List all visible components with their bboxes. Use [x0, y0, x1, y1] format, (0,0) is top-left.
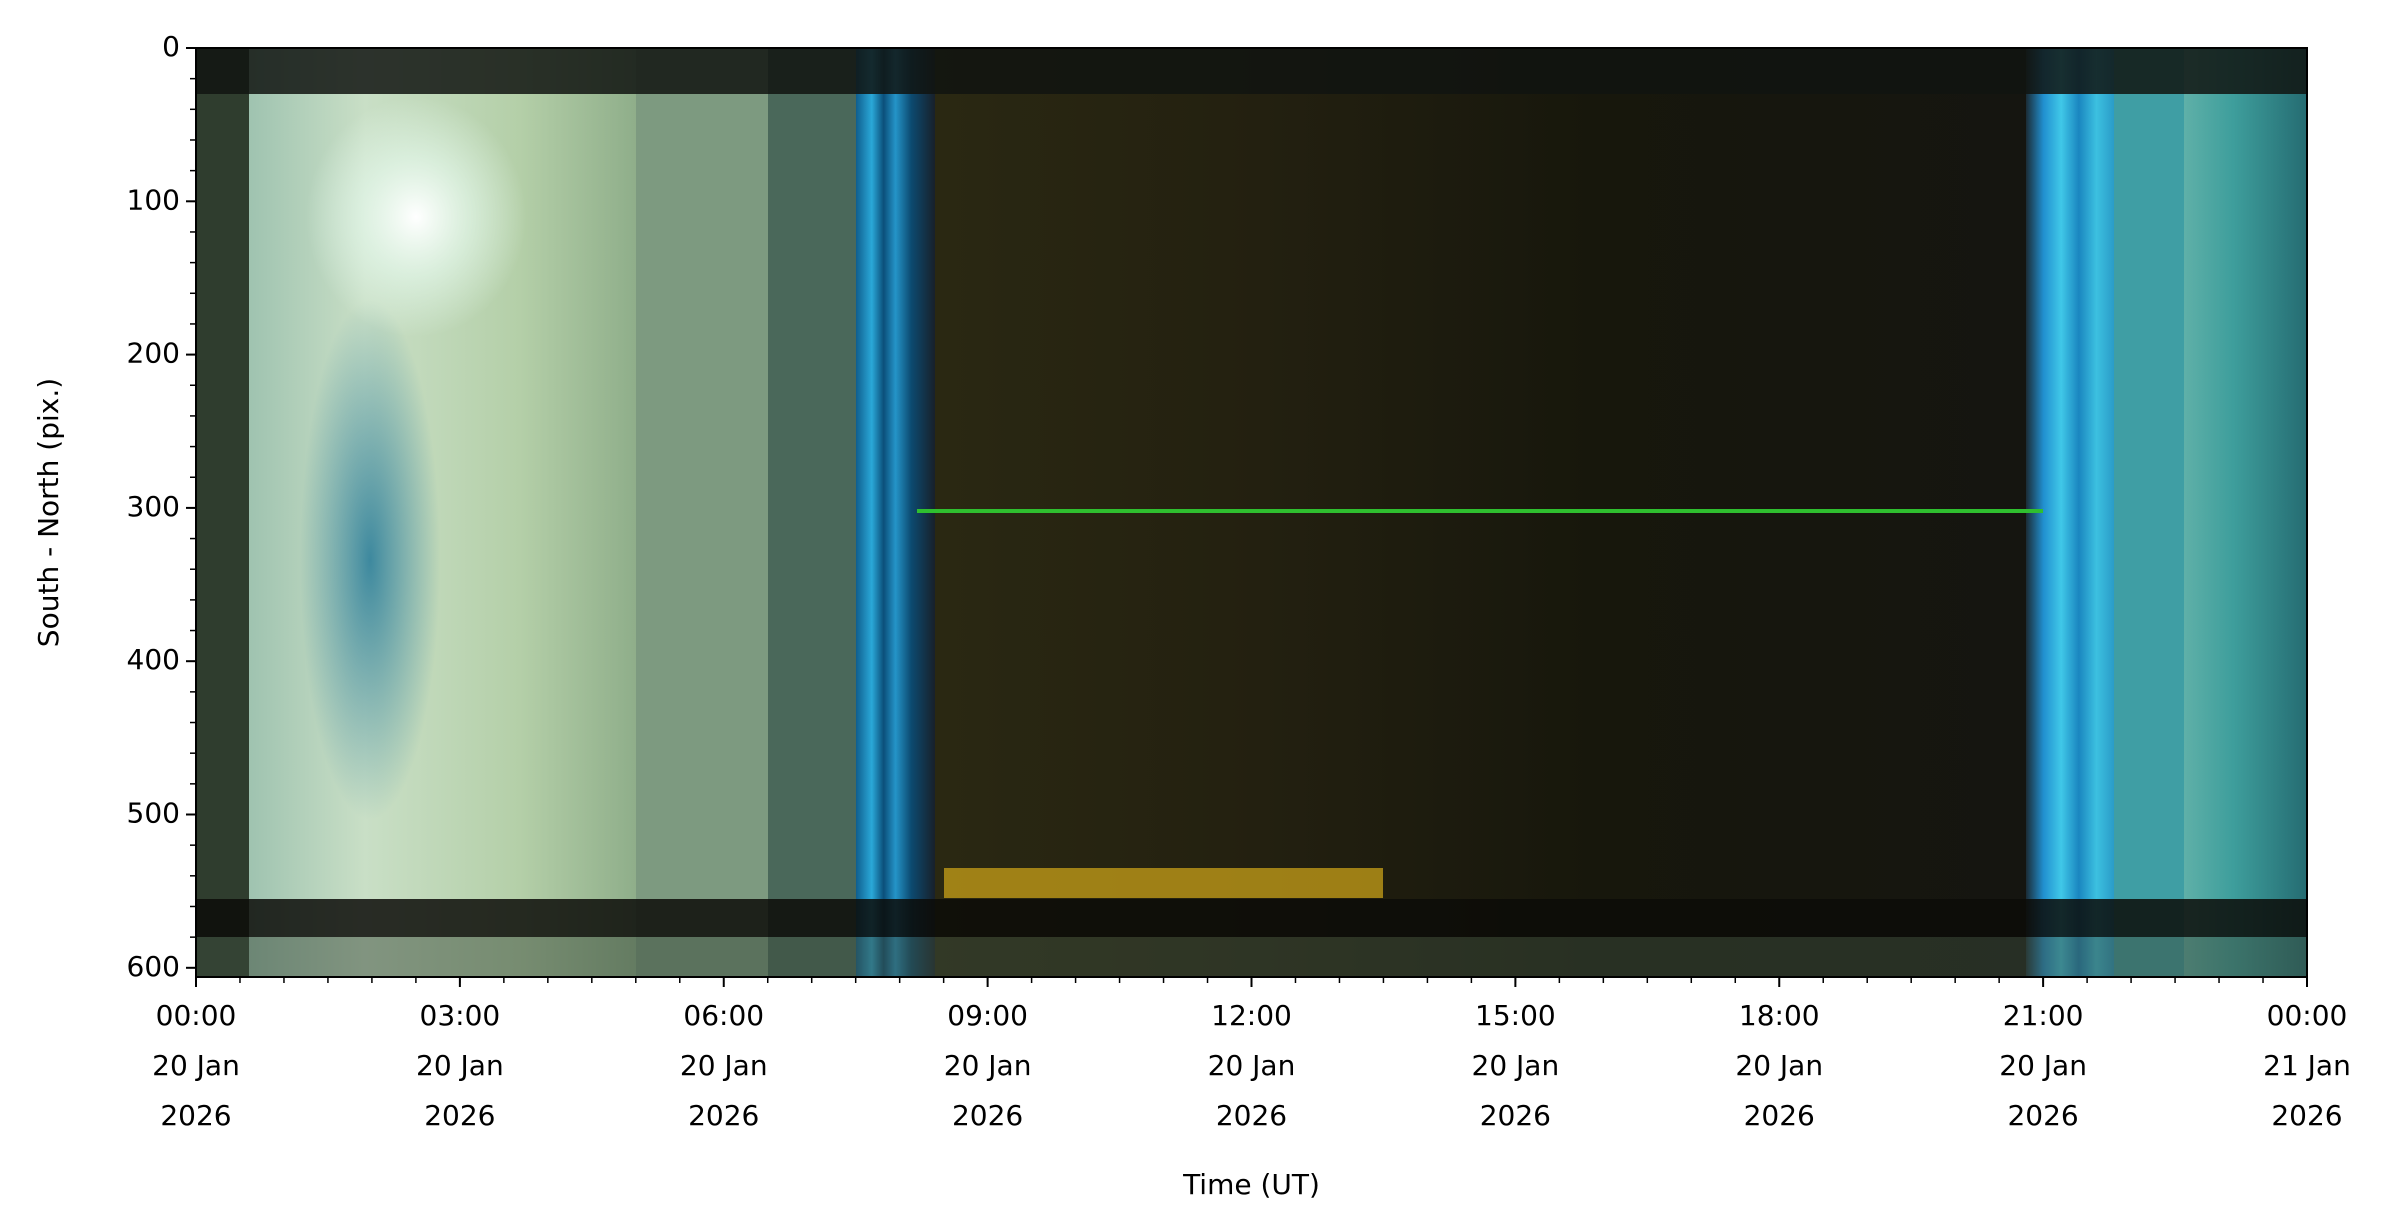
- x-tick-label: 20 Jan: [944, 1049, 1032, 1082]
- x-tick-label: 09:00: [947, 999, 1028, 1032]
- y-tick-label: 500: [127, 797, 180, 830]
- x-tick-label: 20 Jan: [152, 1049, 240, 1082]
- x-tick-label: 20 Jan: [416, 1049, 504, 1082]
- x-tick-label: 00:00: [2267, 999, 2348, 1032]
- y-tick-label: 300: [127, 490, 180, 523]
- x-tick-label: 20 Jan: [680, 1049, 768, 1082]
- y-axis-title: South - North (pix.): [32, 378, 65, 647]
- x-tick-label: 20 Jan: [1208, 1049, 1296, 1082]
- x-tick-label: 2026: [952, 1099, 1023, 1132]
- x-tick-label: 20 Jan: [1999, 1049, 2087, 1082]
- y-tick-label: 0: [162, 30, 180, 63]
- x-tick-label: 2026: [1480, 1099, 1551, 1132]
- y-tick-label: 600: [127, 950, 180, 983]
- keogram-image: [196, 48, 2307, 977]
- x-tick-label: 2026: [2007, 1099, 2078, 1132]
- x-tick-label: 21:00: [2003, 999, 2084, 1032]
- x-tick-label: 03:00: [420, 999, 501, 1032]
- x-tick-label: 21 Jan: [2263, 1049, 2351, 1082]
- x-tick-label: 2026: [1216, 1099, 1287, 1132]
- x-tick-label: 18:00: [1739, 999, 1820, 1032]
- x-tick-label: 2026: [2271, 1099, 2342, 1132]
- y-tick-label: 400: [127, 643, 180, 676]
- x-tick-label: 00:00: [156, 999, 237, 1032]
- x-tick-label: 06:00: [683, 999, 764, 1032]
- x-axis-title: Time (UT): [1182, 1168, 1320, 1201]
- x-tick-label: 2026: [160, 1099, 231, 1132]
- x-tick-label: 2026: [1744, 1099, 1815, 1132]
- y-tick-label: 200: [127, 337, 180, 370]
- x-tick-label: 12:00: [1211, 999, 1292, 1032]
- x-tick-label: 20 Jan: [1472, 1049, 1560, 1082]
- x-tick-label: 20 Jan: [1735, 1049, 1823, 1082]
- x-tick-label: 2026: [424, 1099, 495, 1132]
- x-tick-label: 2026: [688, 1099, 759, 1132]
- y-tick-label: 100: [127, 183, 180, 216]
- x-tick-label: 15:00: [1475, 999, 1556, 1032]
